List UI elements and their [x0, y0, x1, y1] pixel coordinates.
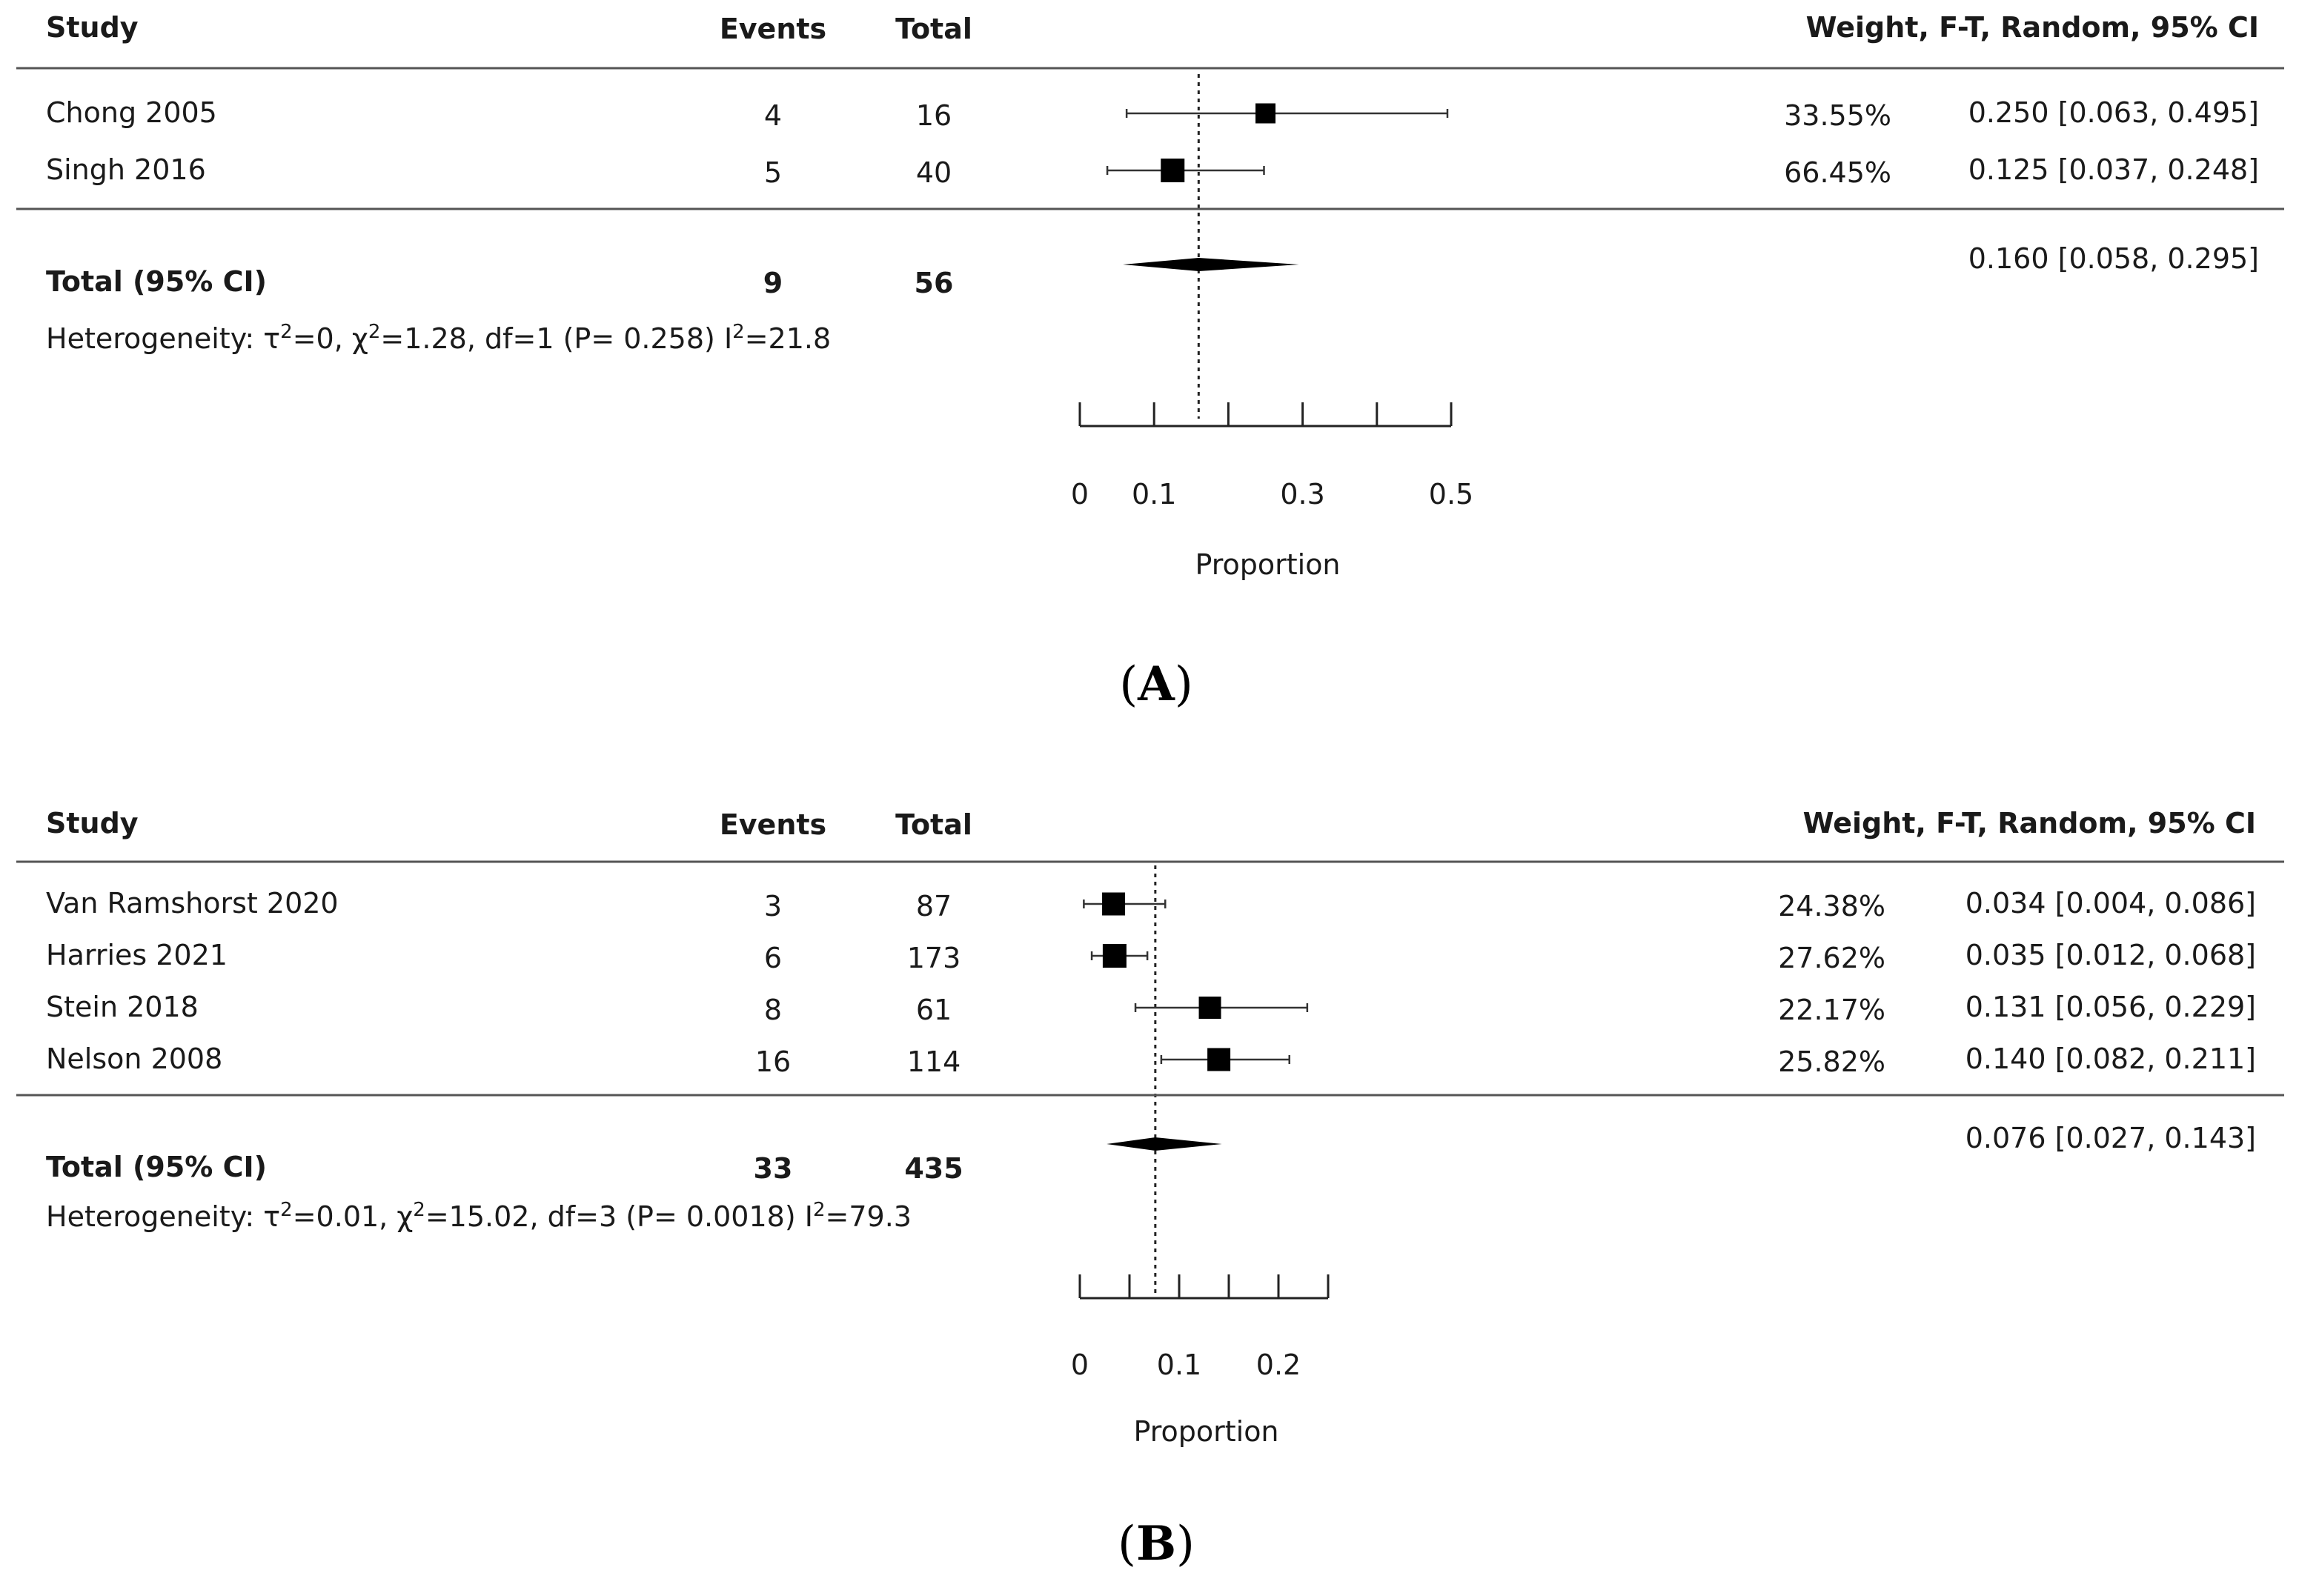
x-tick-label: 0.1	[1132, 478, 1176, 511]
x-axis-label: Proportion	[1133, 1415, 1278, 1448]
superscript: 2	[280, 321, 293, 343]
x-tick-label: 0.3	[1280, 478, 1324, 511]
study-total: 114	[907, 1045, 961, 1078]
study-events: 16	[755, 1045, 791, 1078]
header-study: Study	[46, 807, 139, 839]
study-estimate-marker	[1207, 1048, 1231, 1071]
heterogeneity-prefix: Heterogeneity: τ	[46, 1200, 280, 1233]
study-name: Nelson 2008	[46, 1043, 222, 1075]
study-events: 6	[764, 942, 782, 974]
header-total: Total	[895, 13, 972, 45]
study-weight: 66.45%	[1784, 156, 1891, 189]
study-ci-text: 0.250 [0.063, 0.495]	[1968, 96, 2259, 129]
study-events: 8	[764, 994, 782, 1026]
heterogeneity-tau2: =0.01, χ	[293, 1200, 414, 1233]
study-ci-text: 0.125 [0.037, 0.248]	[1968, 153, 2259, 186]
study-weight: 22.17%	[1778, 994, 1885, 1026]
study-weight: 33.55%	[1784, 99, 1891, 132]
header-study: Study	[46, 11, 139, 44]
study-total: 16	[916, 99, 952, 132]
superscript: 2	[280, 1199, 293, 1221]
study-name: Chong 2005	[46, 96, 217, 129]
panel-label-letter: A	[1137, 656, 1175, 712]
study-weight: 24.38%	[1778, 890, 1885, 922]
header-weight-ci: Weight, F-T, Random, 95% CI	[1806, 11, 2259, 44]
header-total: Total	[895, 808, 972, 841]
heterogeneity-chi2: =15.02, df=3 (P= 0.0018) I	[425, 1200, 813, 1233]
pooled-label: Total (95% CI)	[46, 1151, 267, 1183]
study-ci-text: 0.131 [0.056, 0.229]	[1965, 991, 2256, 1023]
header-events: Events	[720, 808, 826, 841]
pooled-ci-text: 0.076 [0.027, 0.143]	[1965, 1122, 2256, 1154]
study-ci-text: 0.034 [0.004, 0.086]	[1965, 887, 2256, 920]
pooled-label: Total (95% CI)	[46, 265, 267, 298]
panel-label: (A)	[1119, 656, 1193, 712]
x-tick-label: 0.2	[1256, 1349, 1301, 1381]
panel-label: (B)	[1118, 1516, 1195, 1572]
study-estimate-marker	[1102, 892, 1126, 916]
x-tick-label: 0.1	[1157, 1349, 1201, 1381]
pooled-ci-text: 0.160 [0.058, 0.295]	[1968, 242, 2259, 275]
study-weight: 25.82%	[1778, 1045, 1885, 1078]
study-name: Harries 2021	[46, 939, 228, 971]
study-total: 61	[916, 994, 952, 1026]
panel-label-paren: )	[1175, 657, 1193, 712]
panel-label-letter: B	[1136, 1516, 1176, 1572]
header-weight-ci: Weight, F-T, Random, 95% CI	[1803, 807, 2256, 839]
study-estimate-marker	[1161, 159, 1185, 182]
x-axis-label: Proportion	[1195, 548, 1340, 581]
study-name: Singh 2016	[46, 153, 206, 186]
panel-label-paren: )	[1176, 1517, 1195, 1572]
pooled-events: 9	[763, 267, 783, 299]
heterogeneity-text: Heterogeneity: τ2=0.01, χ2=15.02, df=3 (…	[46, 1199, 912, 1233]
study-weight: 27.62%	[1778, 942, 1885, 974]
pooled-diamond	[1107, 1137, 1222, 1151]
study-ci-text: 0.035 [0.012, 0.068]	[1965, 939, 2256, 971]
heterogeneity-chi2: =1.28, df=1 (P= 0.258) I	[380, 322, 732, 355]
study-total: 40	[916, 156, 952, 189]
heterogeneity-i2: =79.3	[826, 1200, 912, 1233]
superscript: 2	[732, 321, 745, 343]
heterogeneity-tau2: =0, χ	[293, 322, 368, 355]
x-tick-label: 0.5	[1429, 478, 1473, 511]
heterogeneity-i2: =21.8	[745, 322, 831, 355]
pooled-events: 33	[754, 1152, 793, 1185]
heterogeneity-prefix: Heterogeneity: τ	[46, 322, 280, 355]
study-events: 3	[764, 890, 782, 922]
study-estimate-marker	[1102, 944, 1127, 968]
study-estimate-marker	[1255, 103, 1275, 124]
study-estimate-marker	[1198, 997, 1221, 1019]
header-events: Events	[720, 13, 826, 45]
study-total: 87	[916, 890, 952, 922]
study-events: 5	[764, 156, 782, 189]
pooled-total: 435	[904, 1152, 963, 1185]
superscript: 2	[413, 1199, 425, 1221]
study-ci-text: 0.140 [0.082, 0.211]	[1965, 1043, 2256, 1075]
x-tick-label: 0	[1071, 478, 1089, 511]
study-name: Van Ramshorst 2020	[46, 887, 339, 920]
panel-label-paren: (	[1119, 657, 1138, 712]
study-events: 4	[764, 99, 782, 132]
superscript: 2	[813, 1199, 826, 1221]
heterogeneity-text: Heterogeneity: τ2=0, χ2=1.28, df=1 (P= 0…	[46, 321, 831, 355]
pooled-diamond	[1123, 258, 1299, 271]
x-tick-label: 0	[1071, 1349, 1089, 1381]
study-total: 173	[907, 942, 961, 974]
study-name: Stein 2018	[46, 991, 199, 1023]
pooled-total: 56	[915, 267, 954, 299]
superscript: 2	[368, 321, 381, 343]
panel-label-paren: (	[1118, 1517, 1136, 1572]
